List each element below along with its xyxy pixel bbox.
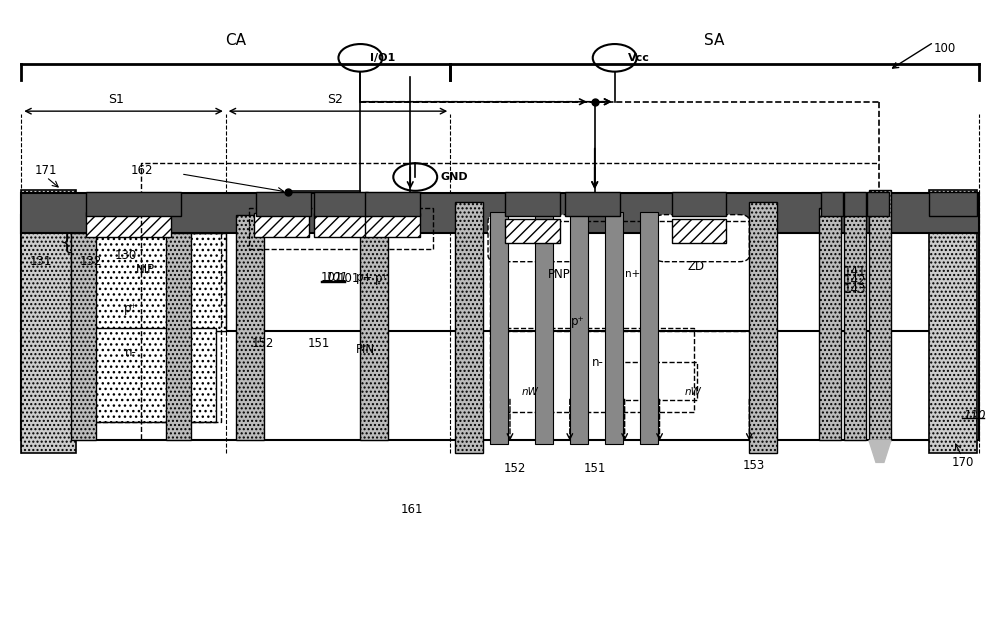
Bar <box>256 192 311 216</box>
Text: 162: 162 <box>131 164 154 177</box>
Text: 110: 110 <box>964 409 986 422</box>
Text: PIN: PIN <box>355 343 375 356</box>
Text: p⁺: p⁺ <box>571 315 585 328</box>
Bar <box>867 192 889 216</box>
Text: 100: 100 <box>934 42 956 55</box>
Text: ZD: ZD <box>687 260 705 273</box>
Text: {: { <box>59 232 73 254</box>
Bar <box>672 192 726 216</box>
Text: nW: nW <box>684 387 701 396</box>
Text: Vcc: Vcc <box>628 53 650 63</box>
Polygon shape <box>869 440 891 462</box>
Bar <box>844 192 866 216</box>
Bar <box>166 234 191 440</box>
Bar <box>249 209 433 249</box>
Bar <box>749 202 777 453</box>
FancyBboxPatch shape <box>655 215 749 261</box>
Bar <box>254 213 309 237</box>
Bar <box>821 192 843 216</box>
Bar <box>490 212 508 444</box>
Bar <box>618 362 697 399</box>
Bar <box>314 192 368 216</box>
Bar <box>21 215 979 440</box>
Text: n+: n+ <box>625 269 640 279</box>
Bar <box>505 219 560 243</box>
Text: 152: 152 <box>251 336 274 350</box>
Bar <box>869 190 891 440</box>
Text: p⁺: p⁺ <box>124 302 138 315</box>
Bar <box>86 192 181 216</box>
Bar <box>605 212 623 444</box>
Bar <box>455 202 483 453</box>
Bar <box>76 328 216 421</box>
Text: nW: nW <box>522 387 539 396</box>
Bar <box>672 219 726 243</box>
Text: 131: 131 <box>30 255 52 268</box>
Text: 152: 152 <box>504 462 526 475</box>
Bar <box>929 192 977 216</box>
Text: 151: 151 <box>307 336 330 350</box>
Text: n-: n- <box>592 355 604 369</box>
Bar <box>21 193 979 234</box>
Bar <box>71 234 96 440</box>
Bar <box>929 190 977 453</box>
Bar <box>73 234 221 421</box>
Text: 153: 153 <box>743 459 765 472</box>
Text: SA: SA <box>704 33 725 49</box>
Text: 142: 142 <box>844 274 867 287</box>
Text: GND: GND <box>440 172 468 182</box>
Bar <box>490 328 694 412</box>
Bar <box>314 213 368 237</box>
Text: 101: 101 <box>338 272 360 285</box>
Text: 101: 101 <box>320 271 343 284</box>
Bar <box>236 215 264 440</box>
Text: 141: 141 <box>844 265 867 278</box>
Bar <box>365 192 420 216</box>
Text: p+: p+ <box>355 271 373 284</box>
Bar <box>505 192 560 216</box>
Text: I/O1: I/O1 <box>370 53 396 63</box>
Text: 170: 170 <box>952 456 974 469</box>
Text: p⁺: p⁺ <box>375 272 389 285</box>
Bar <box>844 209 866 440</box>
Bar <box>490 221 754 331</box>
Text: 132: 132 <box>80 255 102 268</box>
Text: 143: 143 <box>844 284 866 296</box>
Bar <box>565 192 620 216</box>
Text: S1: S1 <box>108 93 124 106</box>
Bar <box>640 212 658 444</box>
Text: 161: 161 <box>400 503 423 516</box>
Bar <box>365 213 420 237</box>
Text: 171: 171 <box>34 164 57 177</box>
Bar <box>535 212 553 444</box>
Text: CA: CA <box>225 33 246 49</box>
Text: 130: 130 <box>115 249 137 262</box>
FancyBboxPatch shape <box>488 215 583 261</box>
Bar <box>819 209 841 440</box>
Text: NIP: NIP <box>136 263 155 276</box>
Text: 101: 101 <box>325 271 348 284</box>
Bar <box>570 212 588 444</box>
Text: 151: 151 <box>584 462 606 475</box>
Bar <box>21 190 76 453</box>
Text: PNP: PNP <box>548 268 571 281</box>
Bar <box>360 215 388 440</box>
Text: n-: n- <box>125 346 137 359</box>
Bar <box>86 212 171 237</box>
Bar <box>71 234 226 331</box>
Text: S2: S2 <box>328 93 343 106</box>
